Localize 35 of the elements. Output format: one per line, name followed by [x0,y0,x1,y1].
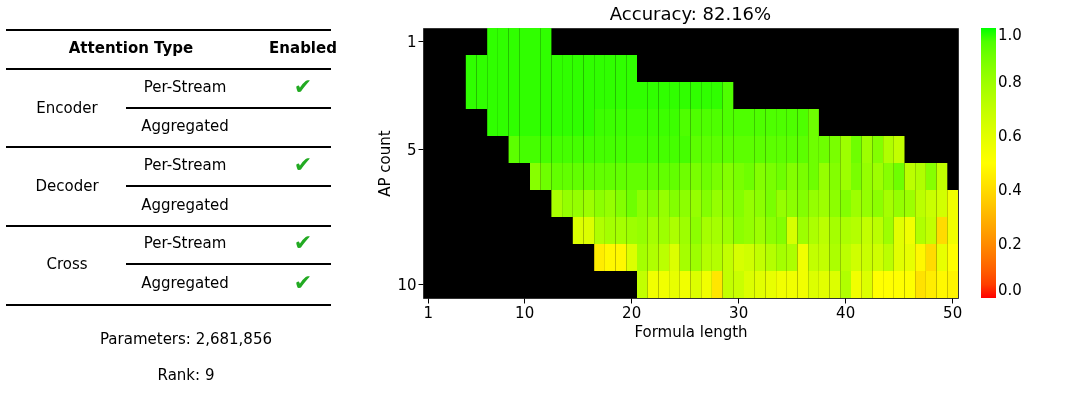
chart-title: Accuracy: 82.16% [609,3,772,24]
text: ✔ [293,230,313,255]
color-bar-label: 0.8 [998,73,1022,91]
color-bar-label: 0.4 [998,181,1022,199]
x-tick-label: 1 [423,303,434,322]
x-tick-label: 40 [836,303,856,322]
y-axis-title: AP count [376,130,395,197]
text: Encoder [36,99,99,117]
text: ✔ [293,74,313,99]
text: Parameters: 2,681,856 [99,330,273,348]
x-tick-label: 50 [943,303,963,322]
y-tick-label: 10 [397,275,417,294]
text: Attention Type [68,39,194,57]
x-tick-label: 10 [515,303,535,322]
text: Per-Stream [143,78,227,96]
text: Aggregated [141,117,229,135]
color-bar-label: 0.2 [998,235,1022,253]
text: Cross [46,255,88,273]
text: Aggregated [141,274,229,292]
y-tick-label: 5 [406,140,417,159]
text: ✔ [293,152,313,177]
color-bar-label: 0.6 [998,127,1022,145]
x-tick-label: 20 [622,303,642,322]
text: Per-Stream [143,156,227,174]
y-tick-label: 1 [406,32,417,51]
text: Rank: 9 [157,366,215,384]
x-tick-label: 30 [729,303,749,322]
text: ✔ [293,270,313,295]
text: Per-Stream [143,234,227,252]
x-axis-title: Formula length [634,322,748,341]
text: Aggregated [141,196,229,214]
text: Enabled [269,39,337,57]
color-bar-label: 1.0 [998,26,1022,44]
color-bar-label: 0.0 [998,281,1022,299]
text: Decoder [35,177,100,195]
